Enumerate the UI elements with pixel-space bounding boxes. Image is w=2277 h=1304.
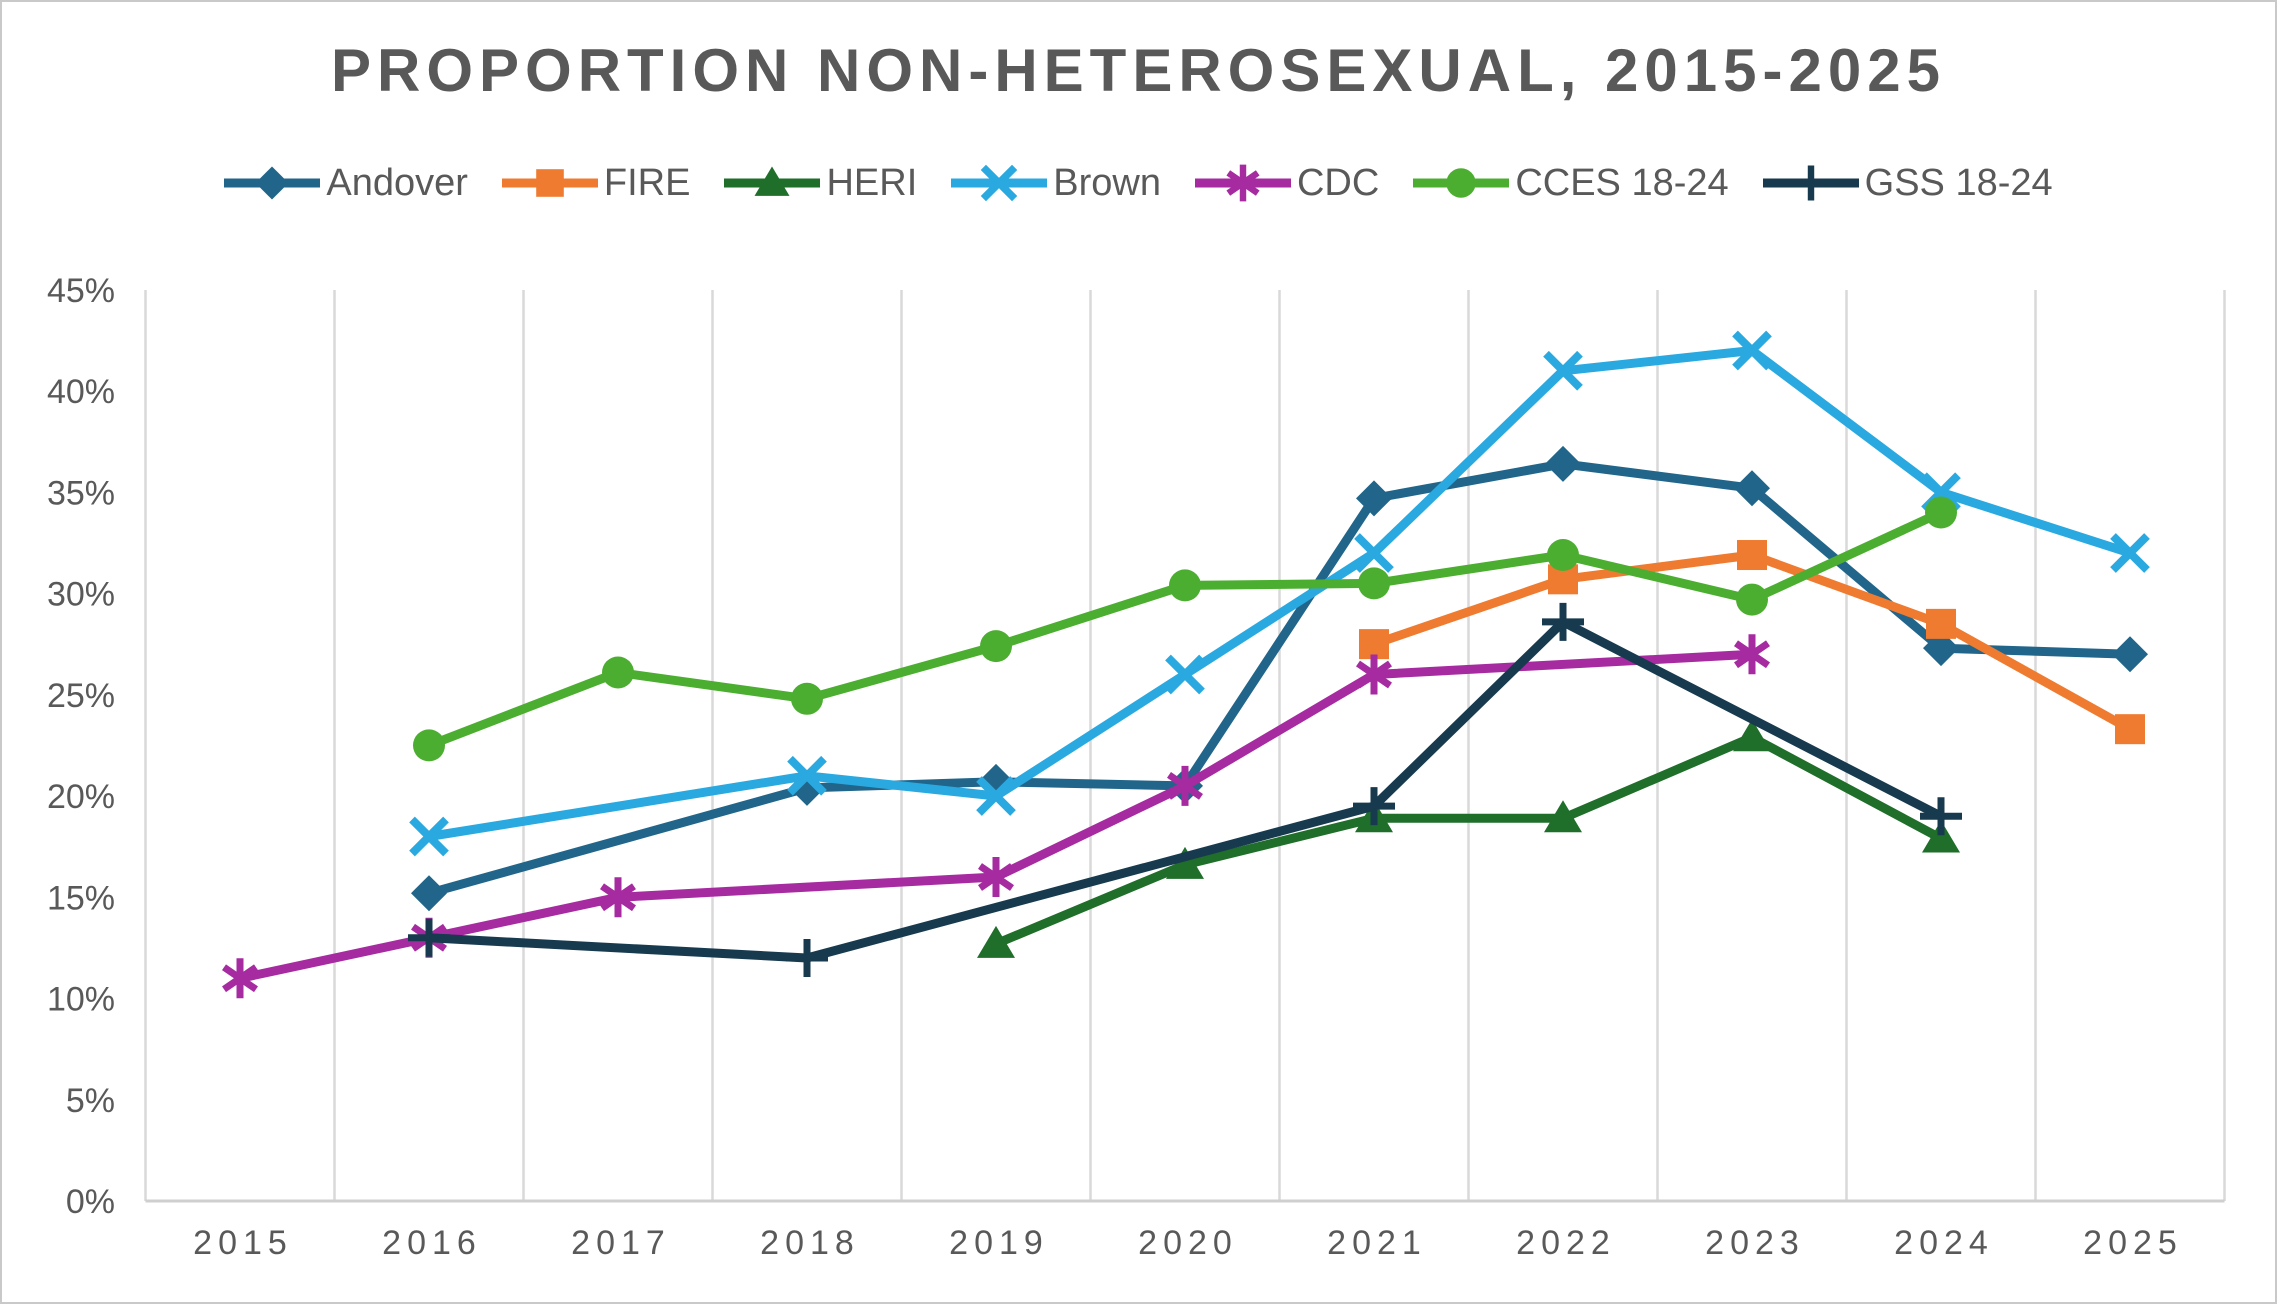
y-tick-label: 15% bbox=[47, 879, 115, 917]
marker-cces-18-24-2016 bbox=[413, 729, 445, 762]
legend-item-fire: FIRE bbox=[501, 160, 691, 206]
y-tick-label: 5% bbox=[66, 1082, 115, 1120]
x-tick-label: 2022 bbox=[1516, 1224, 1616, 1262]
marker-brown-2022 bbox=[1543, 350, 1583, 391]
legend-marker-x-icon bbox=[951, 164, 1048, 202]
legend-marker-triangle-icon bbox=[724, 166, 821, 196]
marker-andover-2016 bbox=[411, 875, 447, 912]
marker-heri-2019 bbox=[977, 925, 1015, 958]
legend-marker-square-icon bbox=[501, 169, 598, 197]
legend-marker-circle-icon bbox=[1413, 168, 1510, 198]
marker-fire-2023 bbox=[1737, 540, 1767, 571]
marker-brown-2020 bbox=[1165, 654, 1205, 695]
legend-label: Brown bbox=[1053, 161, 1161, 204]
marker-cdc-2015 bbox=[222, 958, 258, 999]
marker-fire-2025 bbox=[2115, 714, 2145, 745]
marker-cdc-2019 bbox=[978, 857, 1014, 897]
marker-gss-18-24-2018 bbox=[786, 939, 828, 977]
x-tick-label: 2023 bbox=[1705, 1224, 1805, 1262]
series-fire bbox=[1359, 540, 2145, 745]
y-axis-labels: 0% 5% 10% 15% 20% 25% 30% 35% 40% 45% bbox=[47, 272, 115, 1221]
gridlines bbox=[144, 290, 2226, 1201]
marker-gss-18-24-2022 bbox=[1542, 602, 1584, 641]
marker-cces-18-24-2019 bbox=[980, 630, 1012, 663]
y-tick-label: 20% bbox=[47, 778, 115, 816]
series-line-cces-18-24 bbox=[424, 508, 1946, 750]
y-tick-label: 10% bbox=[47, 981, 115, 1019]
series-cces-18-24 bbox=[413, 496, 1957, 762]
marker-cces-18-24-2023 bbox=[1736, 583, 1768, 616]
x-tick-label: 2018 bbox=[760, 1224, 860, 1262]
x-tick-label: 2021 bbox=[1327, 1224, 1427, 1262]
x-tick-label: 2015 bbox=[193, 1224, 293, 1262]
marker-heri-2023 bbox=[1733, 719, 1771, 752]
legend-marker-diamond-icon bbox=[224, 166, 321, 200]
chart-legend: Andover FIRE HERI Brown CDC CCES 18-24 GSS 18-… bbox=[2, 160, 2275, 206]
series-gss-18-24 bbox=[408, 602, 1962, 977]
marker-cces-18-24-2021 bbox=[1358, 567, 1390, 600]
legend-item-cces-18-24: CCES 18-24 bbox=[1413, 160, 1729, 206]
marker-brown-2023 bbox=[1732, 330, 1772, 371]
marker-gss-18-24-2024 bbox=[1920, 797, 1962, 836]
x-tick-label: 2020 bbox=[1138, 1224, 1238, 1262]
marker-cdc-2021 bbox=[1356, 654, 1392, 695]
marker-cdc-2020 bbox=[1167, 765, 1203, 806]
legend-label: Andover bbox=[326, 161, 468, 204]
legend-item-heri: HERI bbox=[724, 160, 917, 206]
series-brown bbox=[409, 330, 2150, 857]
legend-label: CDC bbox=[1296, 161, 1380, 204]
marker-andover-2025 bbox=[2112, 636, 2148, 673]
legend-label: CCES 18-24 bbox=[1515, 161, 1729, 204]
marker-heri-2022 bbox=[1544, 800, 1582, 833]
marker-cces-18-24-2017 bbox=[602, 656, 634, 689]
marker-brown-2016 bbox=[409, 816, 449, 857]
marker-brown-2025 bbox=[2110, 533, 2150, 573]
x-axis-labels: 2015 2016 2017 2018 2019 2020 2021 2022 2023 2024… bbox=[193, 1224, 2183, 1262]
legend-label: HERI bbox=[826, 161, 918, 204]
marker-cdc-2023 bbox=[1734, 634, 1770, 675]
y-tick-label: 35% bbox=[47, 474, 115, 512]
series-line-heri bbox=[991, 732, 1946, 949]
marker-fire-2024 bbox=[1926, 608, 1956, 639]
y-tick-label: 40% bbox=[47, 373, 115, 411]
y-tick-label: 25% bbox=[47, 677, 115, 715]
marker-andover-2023 bbox=[1734, 470, 1770, 507]
legend-item-cdc: CDC bbox=[1194, 160, 1380, 206]
marker-brown-2019 bbox=[976, 776, 1016, 816]
legend-label: FIRE bbox=[603, 161, 691, 204]
legend-item-brown: Brown bbox=[951, 160, 1161, 206]
x-tick-label: 2024 bbox=[1894, 1224, 1994, 1262]
legend-item-andover: Andover bbox=[224, 160, 468, 206]
legend-item-gss-18-24: GSS 18-24 bbox=[1762, 160, 2053, 206]
chart-title: PROPORTION NON-HETEROSEXUAL, 2015-2025 bbox=[330, 37, 1946, 104]
x-tick-label: 2025 bbox=[2083, 1224, 2183, 1262]
marker-fire-2021 bbox=[1359, 629, 1389, 660]
marker-heri-2024 bbox=[1922, 820, 1960, 853]
x-tick-label: 2016 bbox=[382, 1224, 482, 1262]
marker-cces-18-24-2018 bbox=[791, 682, 823, 715]
marker-cces-18-24-2022 bbox=[1547, 539, 1579, 572]
marker-cdc-2017 bbox=[600, 877, 636, 918]
y-tick-label: 30% bbox=[47, 576, 115, 614]
legend-marker-plus-icon bbox=[1762, 165, 1859, 201]
marker-gss-18-24-2016 bbox=[408, 918, 450, 957]
y-tick-label: 0% bbox=[66, 1183, 115, 1221]
marker-andover-2024 bbox=[1923, 630, 1959, 667]
x-tick-label: 2019 bbox=[949, 1224, 1049, 1262]
marker-cces-18-24-2024 bbox=[1925, 496, 1957, 529]
marker-andover-2022 bbox=[1545, 445, 1581, 482]
marker-heri-2020 bbox=[1166, 846, 1204, 879]
marker-gss-18-24-2021 bbox=[1353, 787, 1395, 826]
legend-marker-asterisk-icon bbox=[1194, 164, 1291, 202]
marker-brown-2021 bbox=[1354, 533, 1394, 573]
marker-brown-2018 bbox=[787, 755, 827, 796]
marker-andover-2021 bbox=[1356, 480, 1392, 517]
y-tick-label: 45% bbox=[47, 272, 115, 310]
x-tick-label: 2017 bbox=[571, 1224, 671, 1262]
marker-cces-18-24-2020 bbox=[1169, 569, 1201, 602]
legend-label: GSS 18-24 bbox=[1864, 161, 2053, 204]
